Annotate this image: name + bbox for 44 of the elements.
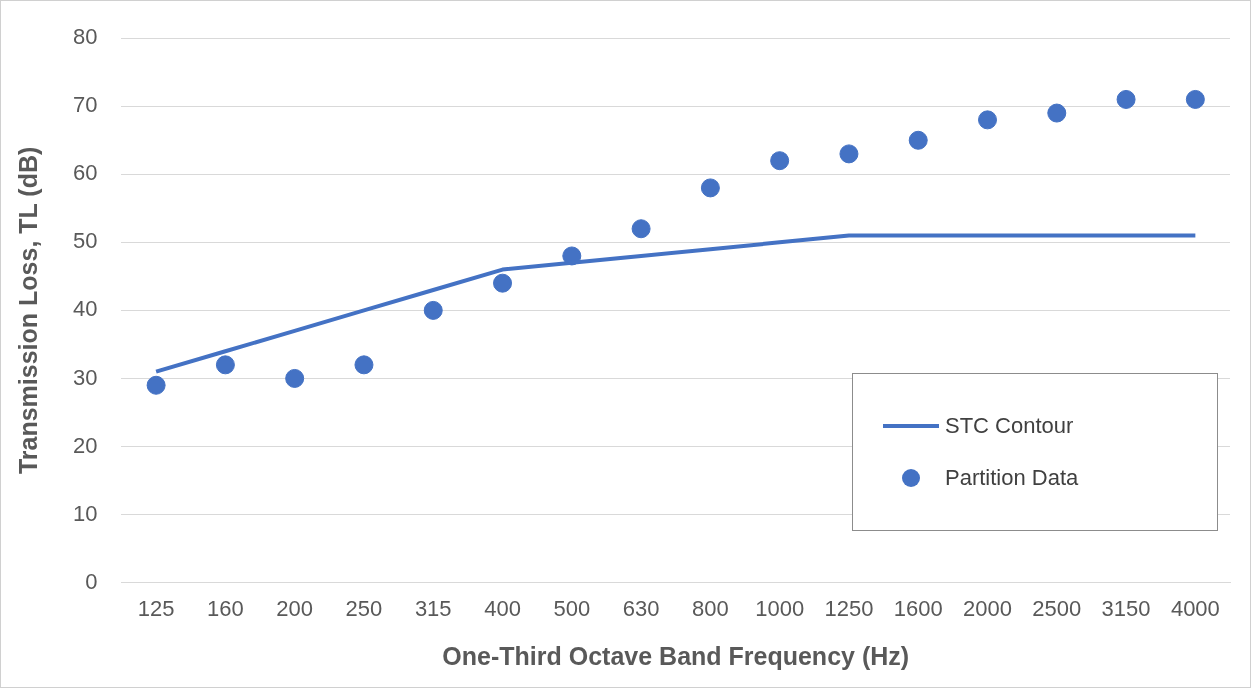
point bbox=[770, 151, 790, 171]
point bbox=[631, 219, 651, 239]
point bbox=[423, 300, 443, 320]
y-axis-title: Transmission Loss, TL (dB) bbox=[13, 146, 42, 475]
x-tick-label: 630 bbox=[622, 595, 660, 621]
legend-label: Partition Data bbox=[945, 465, 1079, 491]
y-tick-label: 80 bbox=[72, 24, 98, 50]
y-tick-label: 40 bbox=[72, 296, 98, 322]
point bbox=[493, 273, 513, 293]
x-tick-label: 1250 bbox=[824, 595, 874, 621]
x-tick-label: 2500 bbox=[1032, 595, 1082, 621]
point bbox=[354, 355, 374, 375]
y-tick-label: 50 bbox=[72, 228, 98, 254]
x-tick-label: 3150 bbox=[1101, 595, 1151, 621]
x-tick-label: 200 bbox=[276, 595, 314, 621]
x-tick-label: 4000 bbox=[1170, 595, 1220, 621]
x-tick-label: 315 bbox=[414, 595, 452, 621]
x-tick-label: 500 bbox=[553, 595, 591, 621]
x-tick-label: 1000 bbox=[755, 595, 805, 621]
y-tick-label: 30 bbox=[72, 364, 98, 390]
point bbox=[1185, 89, 1205, 109]
x-tick-label: 160 bbox=[207, 595, 244, 621]
x-tick-label: 250 bbox=[345, 595, 383, 621]
point bbox=[1047, 103, 1067, 123]
point bbox=[215, 355, 235, 375]
y-tick-label: 70 bbox=[72, 92, 98, 118]
x-tick-label: 800 bbox=[692, 595, 729, 621]
point bbox=[700, 178, 720, 198]
x-axis-title: One-Third Octave Band Frequency (Hz) bbox=[442, 641, 910, 670]
point bbox=[978, 110, 998, 130]
point bbox=[839, 144, 859, 164]
point bbox=[285, 368, 305, 388]
point bbox=[146, 375, 166, 395]
y-tick-label: 60 bbox=[72, 160, 98, 186]
y-tick-label: 10 bbox=[72, 500, 98, 526]
point bbox=[908, 130, 928, 150]
x-tick-label: 2000 bbox=[963, 595, 1012, 621]
y-tick-label: 0 bbox=[85, 568, 98, 594]
x-tick-label: 1600 bbox=[893, 595, 943, 621]
point bbox=[1116, 89, 1136, 109]
x-tick-label: 400 bbox=[484, 595, 521, 621]
x-tick-label: 125 bbox=[137, 595, 175, 621]
legend-label: STC Contour bbox=[945, 413, 1074, 439]
y-tick-label: 20 bbox=[72, 432, 98, 458]
